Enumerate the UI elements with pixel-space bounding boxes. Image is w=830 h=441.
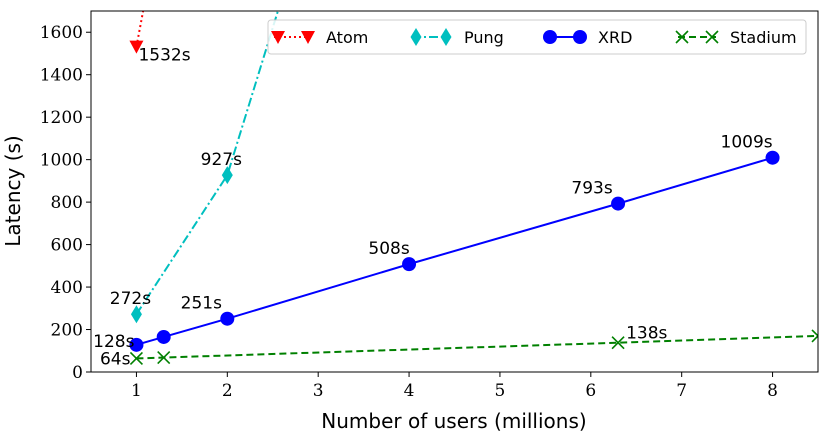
- legend-label-xrd: XRD: [598, 28, 632, 47]
- legend-label-pung: Pung: [464, 28, 504, 47]
- legend-marker-atom: [271, 31, 285, 44]
- x-tick-label: 7: [676, 381, 687, 401]
- data-label-xrd: 508s: [368, 239, 409, 259]
- data-point-xrd: [611, 196, 626, 211]
- legend-label-atom: Atom: [326, 28, 368, 47]
- data-point-xrd: [402, 257, 417, 272]
- data-point-xrd: [765, 150, 780, 165]
- data-labels: 1532s 272s 927s 128s 251s 508s 793s 1009s 64s 138…: [93, 46, 773, 370]
- data-point-pung: [130, 305, 142, 324]
- y-tick-label: 800: [51, 193, 83, 213]
- x-tick-label: 4: [404, 381, 415, 401]
- x-tick-label: 5: [495, 381, 506, 401]
- data-label-xrd: 251s: [181, 294, 222, 314]
- data-label-pung: 272s: [110, 289, 151, 309]
- y-tick-label: 600: [51, 236, 83, 256]
- x-tick-label: 1: [131, 381, 142, 401]
- y-tick-label: 0: [72, 363, 83, 383]
- data-point-pung: [221, 166, 233, 185]
- data-point-xrd: [220, 311, 235, 326]
- data-label-stadium: 64s: [100, 349, 131, 369]
- x-tick-label: 2: [222, 381, 233, 401]
- legend-marker-atom: [301, 31, 315, 44]
- legend-marker-xrd: [573, 30, 587, 44]
- legend-marker-pung: [410, 28, 422, 46]
- legend: Atom Pung XRD Stadium: [267, 19, 807, 55]
- series-pung: [130, 11, 279, 324]
- plot-frame: [90, 10, 819, 373]
- y-tick-label: 1000: [40, 151, 83, 171]
- x-tick-label: 8: [767, 381, 778, 401]
- x-tick-label: 6: [585, 381, 596, 401]
- data-point-stadium: [611, 336, 625, 350]
- data-point-atom: [129, 40, 144, 54]
- series-line-atom: [135, 11, 145, 47]
- data-label-xrd: 793s: [571, 179, 612, 199]
- x-tick-label: 3: [313, 381, 324, 401]
- data-label-pung: 927s: [201, 150, 242, 170]
- y-axis-label: Latency (s): [1, 135, 25, 246]
- axis-ticks: 1 2 3 4 5 6 7 8 0 200 400 600 800 1000 1200 1400 1600: [40, 23, 778, 401]
- legend-marker-stadium: [705, 30, 719, 44]
- series-stadium: [129, 329, 818, 365]
- y-tick-label: 1400: [40, 66, 83, 86]
- series-line-stadium: [136, 334, 818, 360]
- data-point-stadium: [129, 351, 144, 365]
- data-label-xrd: 128s: [93, 332, 134, 352]
- legend-label-stadium: Stadium: [730, 28, 797, 47]
- series-xrd: [129, 150, 780, 352]
- x-axis-label: Number of users (millions): [321, 409, 586, 433]
- data-point-stadium: [811, 329, 818, 343]
- legend-marker-xrd: [543, 30, 557, 44]
- legend-marker-pung: [440, 28, 452, 46]
- data-label-xrd: 1009s: [721, 133, 773, 153]
- y-tick-label: 1200: [40, 108, 83, 128]
- data-point-xrd: [156, 329, 171, 344]
- plot-series: [129, 11, 818, 365]
- y-tick-label: 200: [51, 321, 83, 341]
- y-tick-label: 1600: [40, 23, 83, 43]
- legend-marker-stadium: [675, 30, 689, 44]
- series-atom: [129, 11, 145, 54]
- y-tick-label: 400: [51, 278, 83, 298]
- legend-box: [267, 19, 807, 55]
- data-label-stadium: 138s: [626, 324, 667, 344]
- data-label-atom: 1532s: [138, 46, 190, 66]
- data-point-xrd: [129, 337, 144, 352]
- data-point-stadium: [157, 350, 171, 365]
